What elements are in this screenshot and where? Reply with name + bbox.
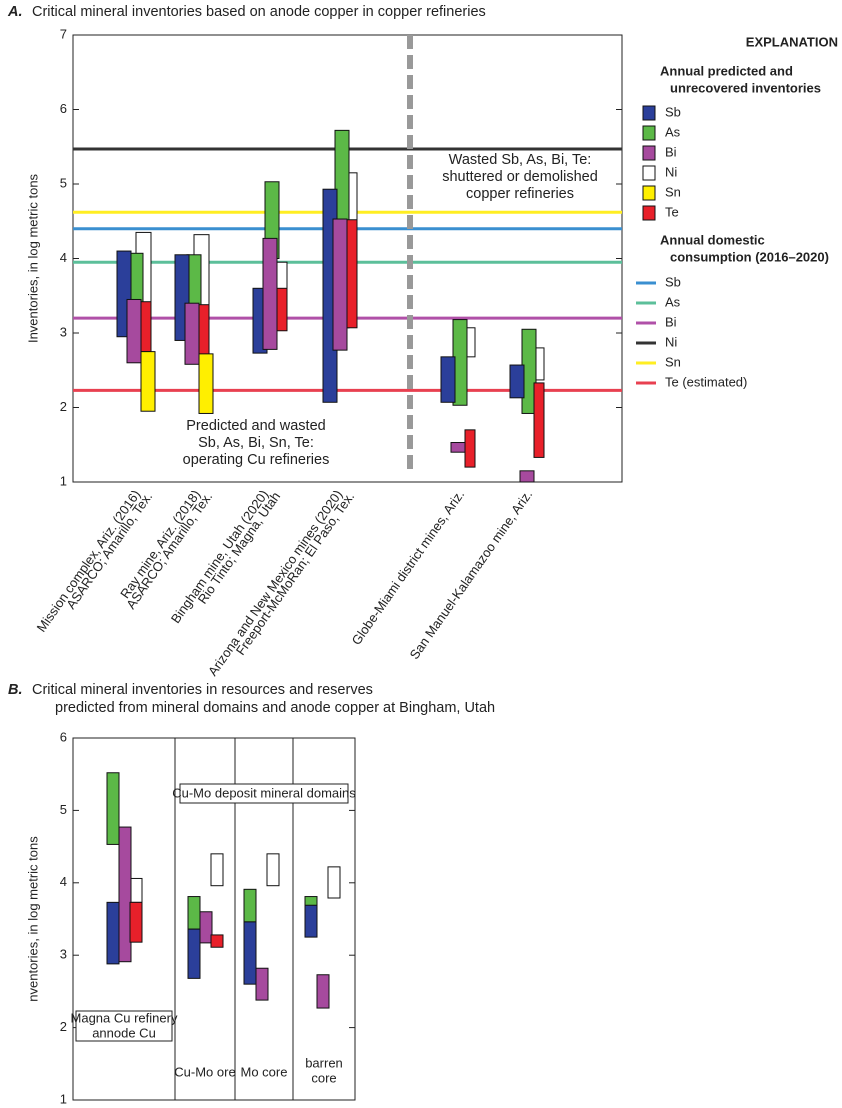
range-bar [346,219,358,329]
range-bar [243,888,257,923]
range-bar [118,826,132,963]
range-bar [450,442,466,453]
range-bar [262,237,278,350]
legend-label: As [665,124,681,139]
annotation: operating Cu refineries [183,452,330,468]
legend-swatch [642,105,656,121]
range-bar [199,911,213,944]
y-tick-label: 3 [60,324,67,339]
range-bar [140,351,156,412]
y-tick-label: 1 [60,1091,67,1106]
legend-label: Ni [665,164,677,179]
range-bar [140,301,152,353]
range-bar [533,382,545,458]
y-tick-label: 7 [60,26,67,41]
annotation: Sb, As, Bi, Sn, Te: [198,435,314,451]
annotation: Predicted and wasted [186,418,325,434]
legend-subheading: unrecovered inventories [670,80,821,95]
range-bar [440,356,456,403]
legend-swatch [642,165,656,181]
range-bar [210,853,224,887]
legend-heading: EXPLANATION [746,34,838,49]
x-tick-label: Arizona and New Mexico mines (2020) [205,487,345,679]
label-box [75,1010,173,1042]
legend-subheading: Annual domestic [660,232,765,247]
y-tick-label: 4 [60,874,67,889]
range-bar [129,877,143,903]
y-axis-label: Inventories, in log metric tons [25,173,40,343]
range-bar [184,302,200,365]
legend-subheading: Annual predicted and [660,63,793,78]
chart-title: predicted from mineral domains and anode… [55,700,495,716]
y-tick-label: 4 [60,250,67,265]
legend-swatch [642,185,656,201]
legend-label: Bi [665,144,677,159]
x-tick-label: annode Cu [92,1025,156,1040]
panel-label: B. [8,682,23,698]
annotation: copper refineries [466,186,574,202]
range-bar [106,901,120,965]
range-bar [304,904,318,938]
range-bar [327,866,341,899]
x-tick-label: Mo core [241,1064,288,1079]
legend-label: Sb [665,274,681,289]
range-bar [187,896,201,930]
legend-label: Sn [665,184,681,199]
legend-label: Sb [665,104,681,119]
annotation: Wasted Sb, As, Bi, Te: [449,152,592,168]
legend-label: Te (estimated) [665,374,747,389]
range-bar [210,934,224,948]
range-bar [509,364,525,399]
legend-label: Ni [665,334,677,349]
legend-subheading: consumption (2016–2020) [670,249,829,264]
range-bar [266,853,280,887]
x-tick-label: barren [305,1055,343,1070]
legend-swatch [642,205,656,221]
y-tick-label: 2 [60,399,67,414]
x-tick-label: Cu-Mo ore [174,1064,235,1079]
panel-label: A. [7,4,23,20]
chart-title: Critical mineral inventories in resource… [32,682,373,698]
chart-title: Critical mineral inventories based on an… [32,4,486,20]
range-bar [464,429,476,468]
x-tick-label: Globe-Miami district mines, Ariz. [348,487,467,648]
legend-label: As [665,294,681,309]
x-tick-label: core [311,1070,336,1085]
x-tick-label: Mission complex, Ariz. (2016) [34,487,144,635]
range-bar [187,928,201,979]
range-bar [276,287,288,332]
range-bar [198,353,214,414]
y-tick-label: 6 [60,101,67,116]
group-label: Cu-Mo deposit mineral domains [172,785,356,800]
legend-swatch [642,125,656,141]
range-bar [255,967,269,1001]
range-bar [198,304,210,356]
range-bar [519,470,535,483]
legend-label: Te [665,204,679,219]
plot-frame [72,737,356,1101]
annotation: shuttered or demolished [442,169,598,185]
range-bar [243,921,257,985]
label-box [179,783,349,804]
y-tick-label: 5 [60,802,67,817]
y-tick-label: 3 [60,947,67,962]
range-bar [129,901,143,943]
y-tick-label: 6 [60,729,67,744]
y-tick-label: 1 [60,473,67,488]
range-bar [106,772,120,845]
y-tick-label: 2 [60,1019,67,1034]
range-bar [316,974,330,1009]
range-bar [332,218,348,351]
y-tick-label: 5 [60,175,67,190]
legend-label: Bi [665,314,677,329]
legend-label: Sn [665,354,681,369]
range-bar [126,298,142,364]
legend-swatch [642,145,656,161]
x-tick-label: Magna Cu refinery [71,1010,178,1025]
y-axis-label: nventories, in log metric tons [25,836,40,1002]
x-tick-label: San Manuel-Kalamazoo mine, Ariz. [407,487,536,662]
